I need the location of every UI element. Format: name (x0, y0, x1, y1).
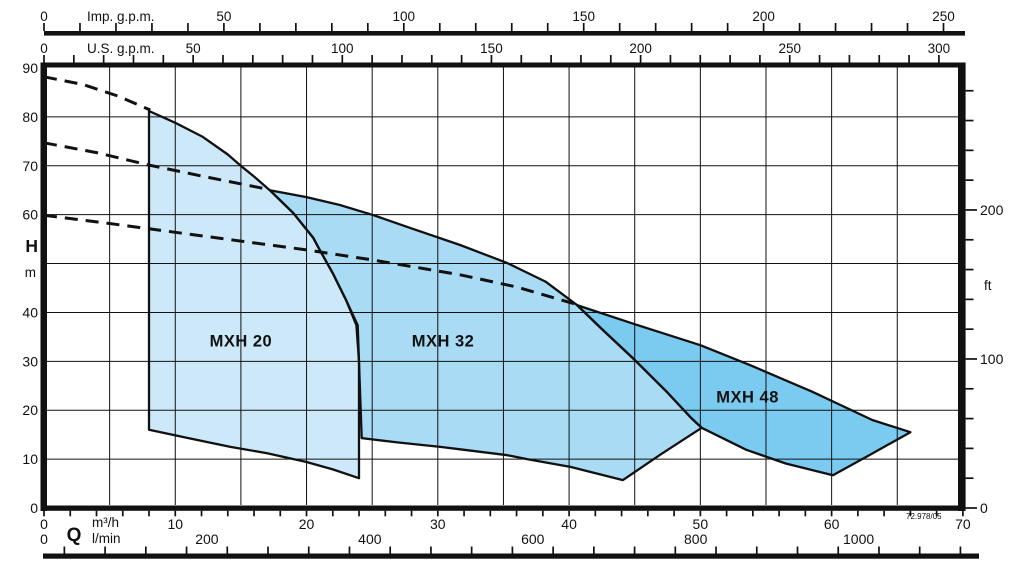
axis-tick-label: 90 (22, 60, 38, 76)
series-outline-mxh-32 (268, 189, 703, 482)
axis-tick-label: 200 (980, 202, 1004, 218)
us-gpm-axis-labels: 0 50 100 150 200 250 300 U.S. g.p.m. (40, 41, 950, 56)
grid (47, 67, 958, 505)
series-label-mxh-32: MXH 32 (412, 332, 475, 350)
axis-tick-label: 1000 (843, 531, 874, 547)
series-area-mxh-32 (269, 190, 702, 481)
dashed-curve-shutoff-extension-mxh-20 (43, 75, 151, 112)
axis-tick-label: 80 (22, 109, 38, 125)
axis-tick-label: 0 (40, 9, 48, 24)
axis-tick-label: 40 (561, 516, 577, 532)
q-axis-title: Q (67, 525, 82, 546)
series-outlines (147, 109, 912, 482)
dashed-curve-shutoff-extension-mxh-32 (43, 141, 271, 192)
axis-tick-label: 40 (22, 304, 38, 320)
us-gpm-axis-bar (44, 62, 965, 68)
axis-tick-label: 50 (216, 9, 231, 24)
axis-tick-label: 50 (186, 41, 201, 56)
axis-tick-label: 600 (521, 531, 545, 547)
dashed-curve-shutoff-extension-mxh-48 (43, 213, 578, 307)
axis-tick-label: 10 (167, 516, 183, 532)
series-label-mxh-20: MXH 20 (210, 332, 273, 350)
axis-tick-label: 10 (22, 451, 38, 467)
axis-tick-label: 250 (778, 41, 801, 56)
imp-gpm-axis-bar (44, 31, 965, 36)
axis-tick-label: 60 (824, 516, 840, 532)
axis-tick-label: 200 (752, 9, 775, 24)
axis-tick-label: 0 (40, 516, 48, 532)
h-axis-bar (40, 62, 47, 511)
axis-tick-label: 300 (928, 41, 951, 56)
ft-axis-bar (958, 62, 966, 511)
h-axis-title: H (25, 236, 38, 256)
axis-tick-label: 200 (195, 531, 219, 547)
axis-tick-label: 50 (693, 516, 709, 532)
chart-code-text: 72.978/05 (906, 512, 942, 521)
axis-tick-label: 30 (22, 353, 38, 369)
chart-code: 72.978/05 (906, 512, 942, 521)
axis-tick-label: 250 (932, 9, 955, 24)
axis-tick-label: 200 (629, 41, 652, 56)
axis-tick-label: 70 (22, 158, 38, 174)
axis-tick-label: 0 (40, 531, 48, 547)
lmin-axis-labels: 0 200 400 600 800 1000 (40, 531, 874, 547)
series-outline-mxh-48 (575, 303, 912, 477)
axis-tick-label: 20 (299, 516, 315, 532)
axis-tick-label: 0 (40, 41, 48, 56)
series-label-mxh-48: MXH 48 (716, 389, 779, 407)
axis-tick-label: 150 (572, 9, 595, 24)
axis-tick-label: 100 (393, 9, 416, 24)
axis-tick-label: 100 (980, 351, 1004, 367)
axis-ticks (43, 23, 977, 554)
ft-axis-labels: 200 100 0 ft (980, 202, 1004, 516)
axis-tick-label: 100 (331, 41, 354, 56)
axis-tick-label: 400 (358, 531, 382, 547)
q-axis-unit-lmin: l/min (92, 531, 121, 546)
dashed-shutoff-lines (43, 75, 578, 307)
axis-tick-label: 30 (430, 516, 446, 532)
axis-tick-label: 70 (955, 516, 971, 532)
imp-gpm-axis-labels: 0 50 100 150 200 250 Imp. g.p.m. (40, 9, 955, 24)
ft-axis-title: ft (984, 278, 992, 293)
q-axis-unit-m3h: m³/h (92, 515, 119, 530)
imp-gpm-axis-title: Imp. g.p.m. (87, 9, 155, 24)
axis-bars (40, 31, 979, 559)
h-axis-unit: m (25, 265, 36, 280)
axis-tick-label: 0 (980, 500, 988, 516)
series-areas (149, 111, 911, 481)
axis-tick-label: 0 (30, 500, 38, 516)
series-area-mxh-48 (577, 305, 911, 476)
axis-tick-label: 60 (22, 207, 38, 223)
series-labels: MXH 20 MXH 32 MXH 48 (210, 332, 779, 406)
axis-tick-label: 20 (22, 402, 38, 418)
lmin-axis-bar (43, 553, 979, 559)
axis-tick-label: 150 (480, 41, 503, 56)
axis-tick-label: 800 (684, 531, 708, 547)
us-gpm-axis-title: U.S. g.p.m. (87, 41, 155, 56)
h-axis-labels: 90 80 70 60 40 30 20 10 0 Hm (22, 60, 38, 516)
q-axis-labels: 0 10 20 30 40 50 60 70 Qm³/hl/min (40, 515, 971, 546)
q-axis-bar (40, 505, 962, 511)
